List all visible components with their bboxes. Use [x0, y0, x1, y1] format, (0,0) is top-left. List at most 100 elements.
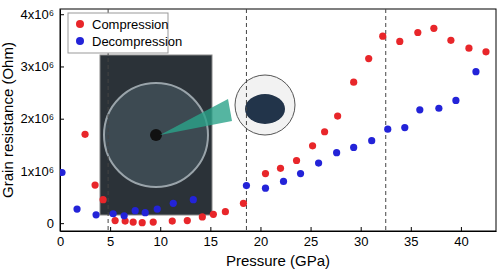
point — [81, 131, 88, 138]
tick-label: 15 — [204, 234, 218, 249]
tick-label: 25 — [304, 234, 318, 249]
point — [472, 68, 479, 75]
point — [309, 142, 316, 149]
inset-powder-frame — [235, 75, 295, 135]
point — [435, 105, 442, 112]
point — [334, 112, 341, 119]
point — [396, 38, 403, 45]
point — [73, 205, 80, 212]
y-axis-title: Grain resistance (Ohm) — [0, 42, 16, 198]
legend-label: Decompression — [92, 34, 182, 49]
tick: 40 — [454, 227, 468, 249]
tick: 15 — [204, 227, 218, 249]
series — [81, 25, 489, 227]
point — [210, 211, 217, 218]
tick-mark — [260, 227, 261, 231]
point — [401, 124, 408, 131]
point — [465, 45, 472, 52]
point — [277, 165, 284, 172]
point — [315, 159, 322, 166]
point — [293, 157, 300, 164]
tick-label: 35 — [404, 234, 418, 249]
tick-mark — [60, 119, 64, 120]
plot-frame — [60, 9, 496, 231]
tick: 20 — [254, 227, 268, 249]
point — [379, 33, 386, 40]
point — [170, 200, 177, 207]
legend-marker — [76, 20, 84, 28]
point — [154, 205, 161, 212]
tick-label: 5 — [107, 234, 114, 249]
point — [447, 37, 454, 44]
x-axis: 0 5 10 15 20 25 30 35 40 — [57, 227, 497, 249]
point — [243, 182, 250, 189]
tick-mark — [60, 66, 64, 67]
tick-label: 10 — [153, 234, 167, 249]
legend-label: Compression — [92, 17, 169, 32]
point — [430, 25, 437, 32]
tick-label: 1x10⁶ — [20, 164, 54, 179]
point — [262, 185, 269, 192]
point — [368, 137, 375, 144]
point — [240, 200, 247, 207]
inset-photo — [100, 55, 212, 215]
point — [110, 210, 117, 217]
point — [222, 208, 229, 215]
point — [169, 217, 176, 224]
tick-mark — [60, 14, 64, 15]
tick: 5 — [107, 227, 114, 249]
tick: 3x10⁶ — [20, 59, 64, 74]
inset-gasket — [104, 83, 208, 187]
point — [99, 196, 106, 203]
plot: 0 5 10 15 20 25 30 35 40 0 1x10⁶ 2x10⁶ 3x10⁶ 4x10⁶ Com… — [20, 7, 496, 249]
tick: 4x10⁶ — [20, 7, 64, 22]
point — [190, 196, 197, 203]
tick-label: 2x10⁶ — [20, 111, 54, 126]
tick-mark — [361, 227, 362, 231]
tick: 35 — [404, 227, 418, 249]
tick-label: 20 — [254, 234, 268, 249]
point — [452, 97, 459, 104]
point — [60, 169, 66, 176]
chart: 0 5 10 15 20 25 30 35 40 0 1x10⁶ 2x10⁶ 3x10⁶ 4x10⁶ Com… — [0, 0, 500, 272]
point — [142, 209, 149, 216]
inset-powder — [245, 94, 285, 124]
point — [350, 144, 357, 151]
tick-label: 0 — [47, 216, 54, 231]
axis-line — [60, 10, 61, 232]
series — [60, 68, 480, 219]
tick-label: 0 — [57, 234, 64, 249]
y-axis: 0 1x10⁶ 2x10⁶ 3x10⁶ 4x10⁶ — [20, 7, 64, 232]
tick-mark — [110, 227, 111, 231]
point — [297, 170, 304, 177]
point — [280, 178, 287, 185]
point — [416, 106, 423, 113]
tick: 25 — [304, 227, 318, 249]
tick: 30 — [354, 227, 368, 249]
tick-mark — [311, 227, 312, 231]
tick: 10 — [153, 227, 167, 249]
tick: 2x10⁶ — [20, 111, 64, 126]
tick-label: 40 — [454, 234, 468, 249]
tick-mark — [461, 227, 462, 231]
legend-marker — [76, 37, 84, 45]
inset-image — [100, 55, 295, 215]
vline — [246, 9, 247, 231]
point — [121, 212, 128, 219]
tick-mark — [60, 223, 64, 224]
axis-line — [61, 231, 497, 232]
point — [414, 29, 421, 36]
point — [139, 219, 146, 226]
tick-label: 3x10⁶ — [20, 59, 54, 74]
point — [350, 79, 357, 86]
inset-sample — [150, 129, 162, 141]
point — [384, 126, 391, 133]
marks — [60, 9, 490, 231]
legend: Compression Decompression — [68, 13, 182, 53]
point — [112, 217, 119, 224]
point — [333, 149, 340, 156]
vline — [385, 9, 386, 231]
tick: 1x10⁶ — [20, 164, 64, 179]
point — [132, 207, 139, 214]
point — [150, 219, 157, 226]
